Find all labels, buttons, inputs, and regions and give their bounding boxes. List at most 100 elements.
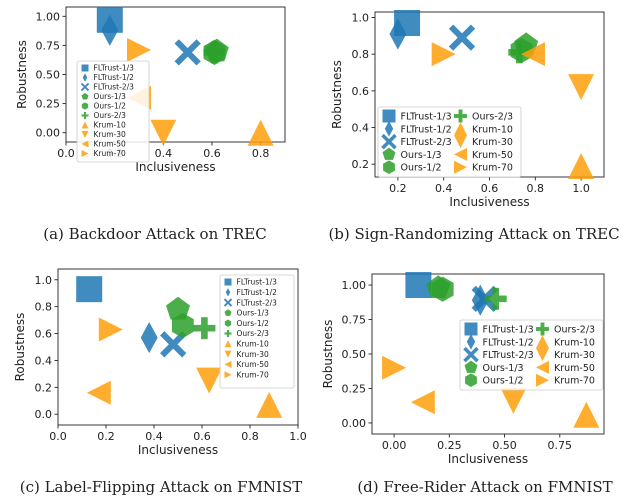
legend-label-krum-50: Krum-50: [472, 150, 513, 161]
point-fltrust-1-3: [76, 276, 103, 303]
y-tick-label: 0.4: [35, 354, 53, 367]
legend-label-krum-30: Krum-30: [94, 130, 127, 139]
panel-caption: (c) Label-Flipping Attack on FMNIST: [20, 478, 303, 496]
legend-label-fltrust-2-3: FLTrust-2/3: [483, 350, 534, 361]
legend-marker-ours-1-2: [224, 319, 232, 327]
legend-label-krum-50: Krum-50: [94, 140, 127, 149]
panel-caption: (a) Backdoor Attack on TREC: [43, 225, 266, 243]
legend-marker-ours-1-3: [224, 309, 232, 316]
legend-marker-krum-30: [81, 131, 89, 138]
legend-label-ours-1-3: Ours-1/3: [401, 150, 442, 161]
legend-label-fltrust-1-3: FLTrust-1/3: [483, 325, 534, 336]
x-tick-label: 1.0: [572, 182, 590, 195]
legend-label-krum-50: Krum-50: [237, 360, 270, 369]
y-tick-label: 0.25: [342, 382, 367, 395]
legend-label-krum-10: Krum-10: [237, 340, 270, 349]
y-tick-label: 0.00: [36, 127, 61, 140]
legend-marker-ours-2-3: [81, 112, 89, 119]
legend-marker-ours-1-2: [81, 102, 89, 110]
point-krum-30: [150, 119, 177, 146]
legend-marker-fltrust-1-2: [225, 288, 231, 297]
legend-marker-ours-1-3: [81, 92, 89, 100]
point-krum-70: [431, 42, 456, 67]
y-tick-label: 0.50: [342, 348, 367, 361]
y-tick-label: 0.50: [36, 69, 61, 82]
legend-marker-krum-10: [81, 121, 89, 129]
legend-marker-fltrust-1-2: [384, 121, 394, 137]
point-fltrust-2-3: [471, 285, 498, 312]
legend-marker-fltrust-1-3: [224, 278, 232, 286]
panel-caption: (b) Sign-Randomizing Attack on TREC: [328, 225, 619, 243]
point-krum-30: [568, 74, 595, 101]
point-fltrust-1-2: [101, 14, 119, 46]
legend-label-ours-1-2: Ours-1/2: [483, 376, 524, 387]
legend-label-ours-1-3: Ours-1/3: [94, 92, 127, 101]
legend-marker-ours-1-3: [464, 360, 478, 373]
legend-marker-krum-50: [81, 140, 89, 148]
legend-marker-krum-50: [224, 360, 232, 368]
y-tick-label: 0.25: [36, 98, 61, 111]
legend-label-fltrust-1-2: FLTrust-1/2: [94, 73, 135, 82]
legend-label-fltrust-1-3: FLTrust-1/3: [401, 112, 452, 123]
point-krum-50: [86, 380, 111, 405]
x-tick-label: 0.6: [481, 182, 499, 195]
legend-label-ours-2-3: Ours-2/3: [554, 325, 595, 336]
point-fltrust-2-3: [448, 24, 476, 51]
legend-label-krum-70: Krum-70: [237, 370, 270, 379]
legend-label-krum-70: Krum-70: [94, 149, 127, 158]
legend: FLTrust-1/3FLTrust-1/2FLTrust-2/3Ours-1/…: [219, 274, 295, 389]
legend-label-fltrust-1-2: FLTrust-1/2: [237, 288, 278, 297]
legend-label-krum-50: Krum-50: [554, 363, 595, 374]
y-axis-label: Robustness: [321, 320, 335, 389]
y-tick-label: 0.8: [35, 301, 53, 314]
x-tick-label: 0.0: [57, 147, 75, 160]
x-axis-label: Inclusiveness: [138, 443, 218, 457]
x-tick-label: 0.6: [203, 147, 221, 160]
legend-marker-fltrust-2-3: [80, 82, 90, 92]
y-tick-label: 0.6: [35, 328, 53, 341]
y-tick-label: 0.4: [352, 122, 370, 135]
legend-label-ours-1-3: Ours-1/3: [237, 309, 270, 318]
legend-marker-fltrust-1-3: [81, 64, 89, 72]
x-tick-label: 0.4: [145, 430, 163, 443]
point-krum-10: [573, 401, 600, 428]
point-krum-50: [521, 42, 546, 67]
point-krum-30: [196, 367, 223, 394]
legend-label-krum-30: Krum-30: [554, 350, 595, 361]
point-krum-30: [500, 387, 527, 414]
y-tick-label: 1.00: [342, 279, 367, 292]
legend-label-fltrust-2-3: FLTrust-2/3: [94, 83, 135, 92]
point-ours-2-3: [193, 317, 216, 340]
legend-label-ours-1-2: Ours-1/2: [401, 163, 442, 174]
panel-1: 0.00.20.40.60.80.000.250.500.751.00Inclu…: [15, 6, 286, 243]
x-axis-label: Inclusiveness: [449, 195, 529, 209]
legend: FLTrust-1/3FLTrust-1/2FLTrust-2/3Ours-1/…: [377, 106, 522, 178]
legend-marker-krum-70: [536, 373, 549, 387]
legend-marker-fltrust-1-3: [382, 109, 396, 123]
legend-marker-ours-2-3: [536, 322, 549, 336]
legend-label-krum-30: Krum-30: [472, 137, 513, 148]
legend-label-fltrust-1-3: FLTrust-1/3: [94, 64, 135, 73]
x-tick-label: 0.2: [97, 430, 115, 443]
x-tick-label: 0.75: [548, 439, 573, 452]
legend-marker-fltrust-2-3: [381, 133, 397, 150]
legend-marker-krum-10: [536, 335, 549, 349]
x-tick-label: 0.25: [437, 439, 462, 452]
legend-marker-fltrust-1-3: [464, 322, 478, 336]
legend-label-ours-2-3: Ours-2/3: [237, 329, 270, 338]
x-tick-label: 0.6: [193, 430, 211, 443]
legend-marker-krum-70: [81, 150, 89, 157]
legend-marker-ours-1-2: [465, 373, 477, 388]
x-axis-label: Inclusiveness: [448, 452, 528, 466]
point-fltrust-2-3: [160, 331, 187, 358]
x-tick-label: 0.00: [382, 439, 407, 452]
x-tick-label: 1.0: [289, 430, 307, 443]
point-ours-1-2: [431, 276, 454, 302]
legend-marker-fltrust-1-2: [466, 334, 476, 350]
y-tick-label: 1.0: [35, 274, 53, 287]
legend-marker-fltrust-1-2: [82, 73, 88, 82]
point-fltrust-2-3: [174, 39, 201, 66]
legend-marker-krum-10: [454, 122, 467, 136]
panel-3: 0.0 0.2 0.4 0.6 0.8 1.0 0.0 0.2 0.4 0.6 0.8 1.0 Incl…: [13, 268, 307, 496]
point-krum-70: [98, 317, 123, 342]
